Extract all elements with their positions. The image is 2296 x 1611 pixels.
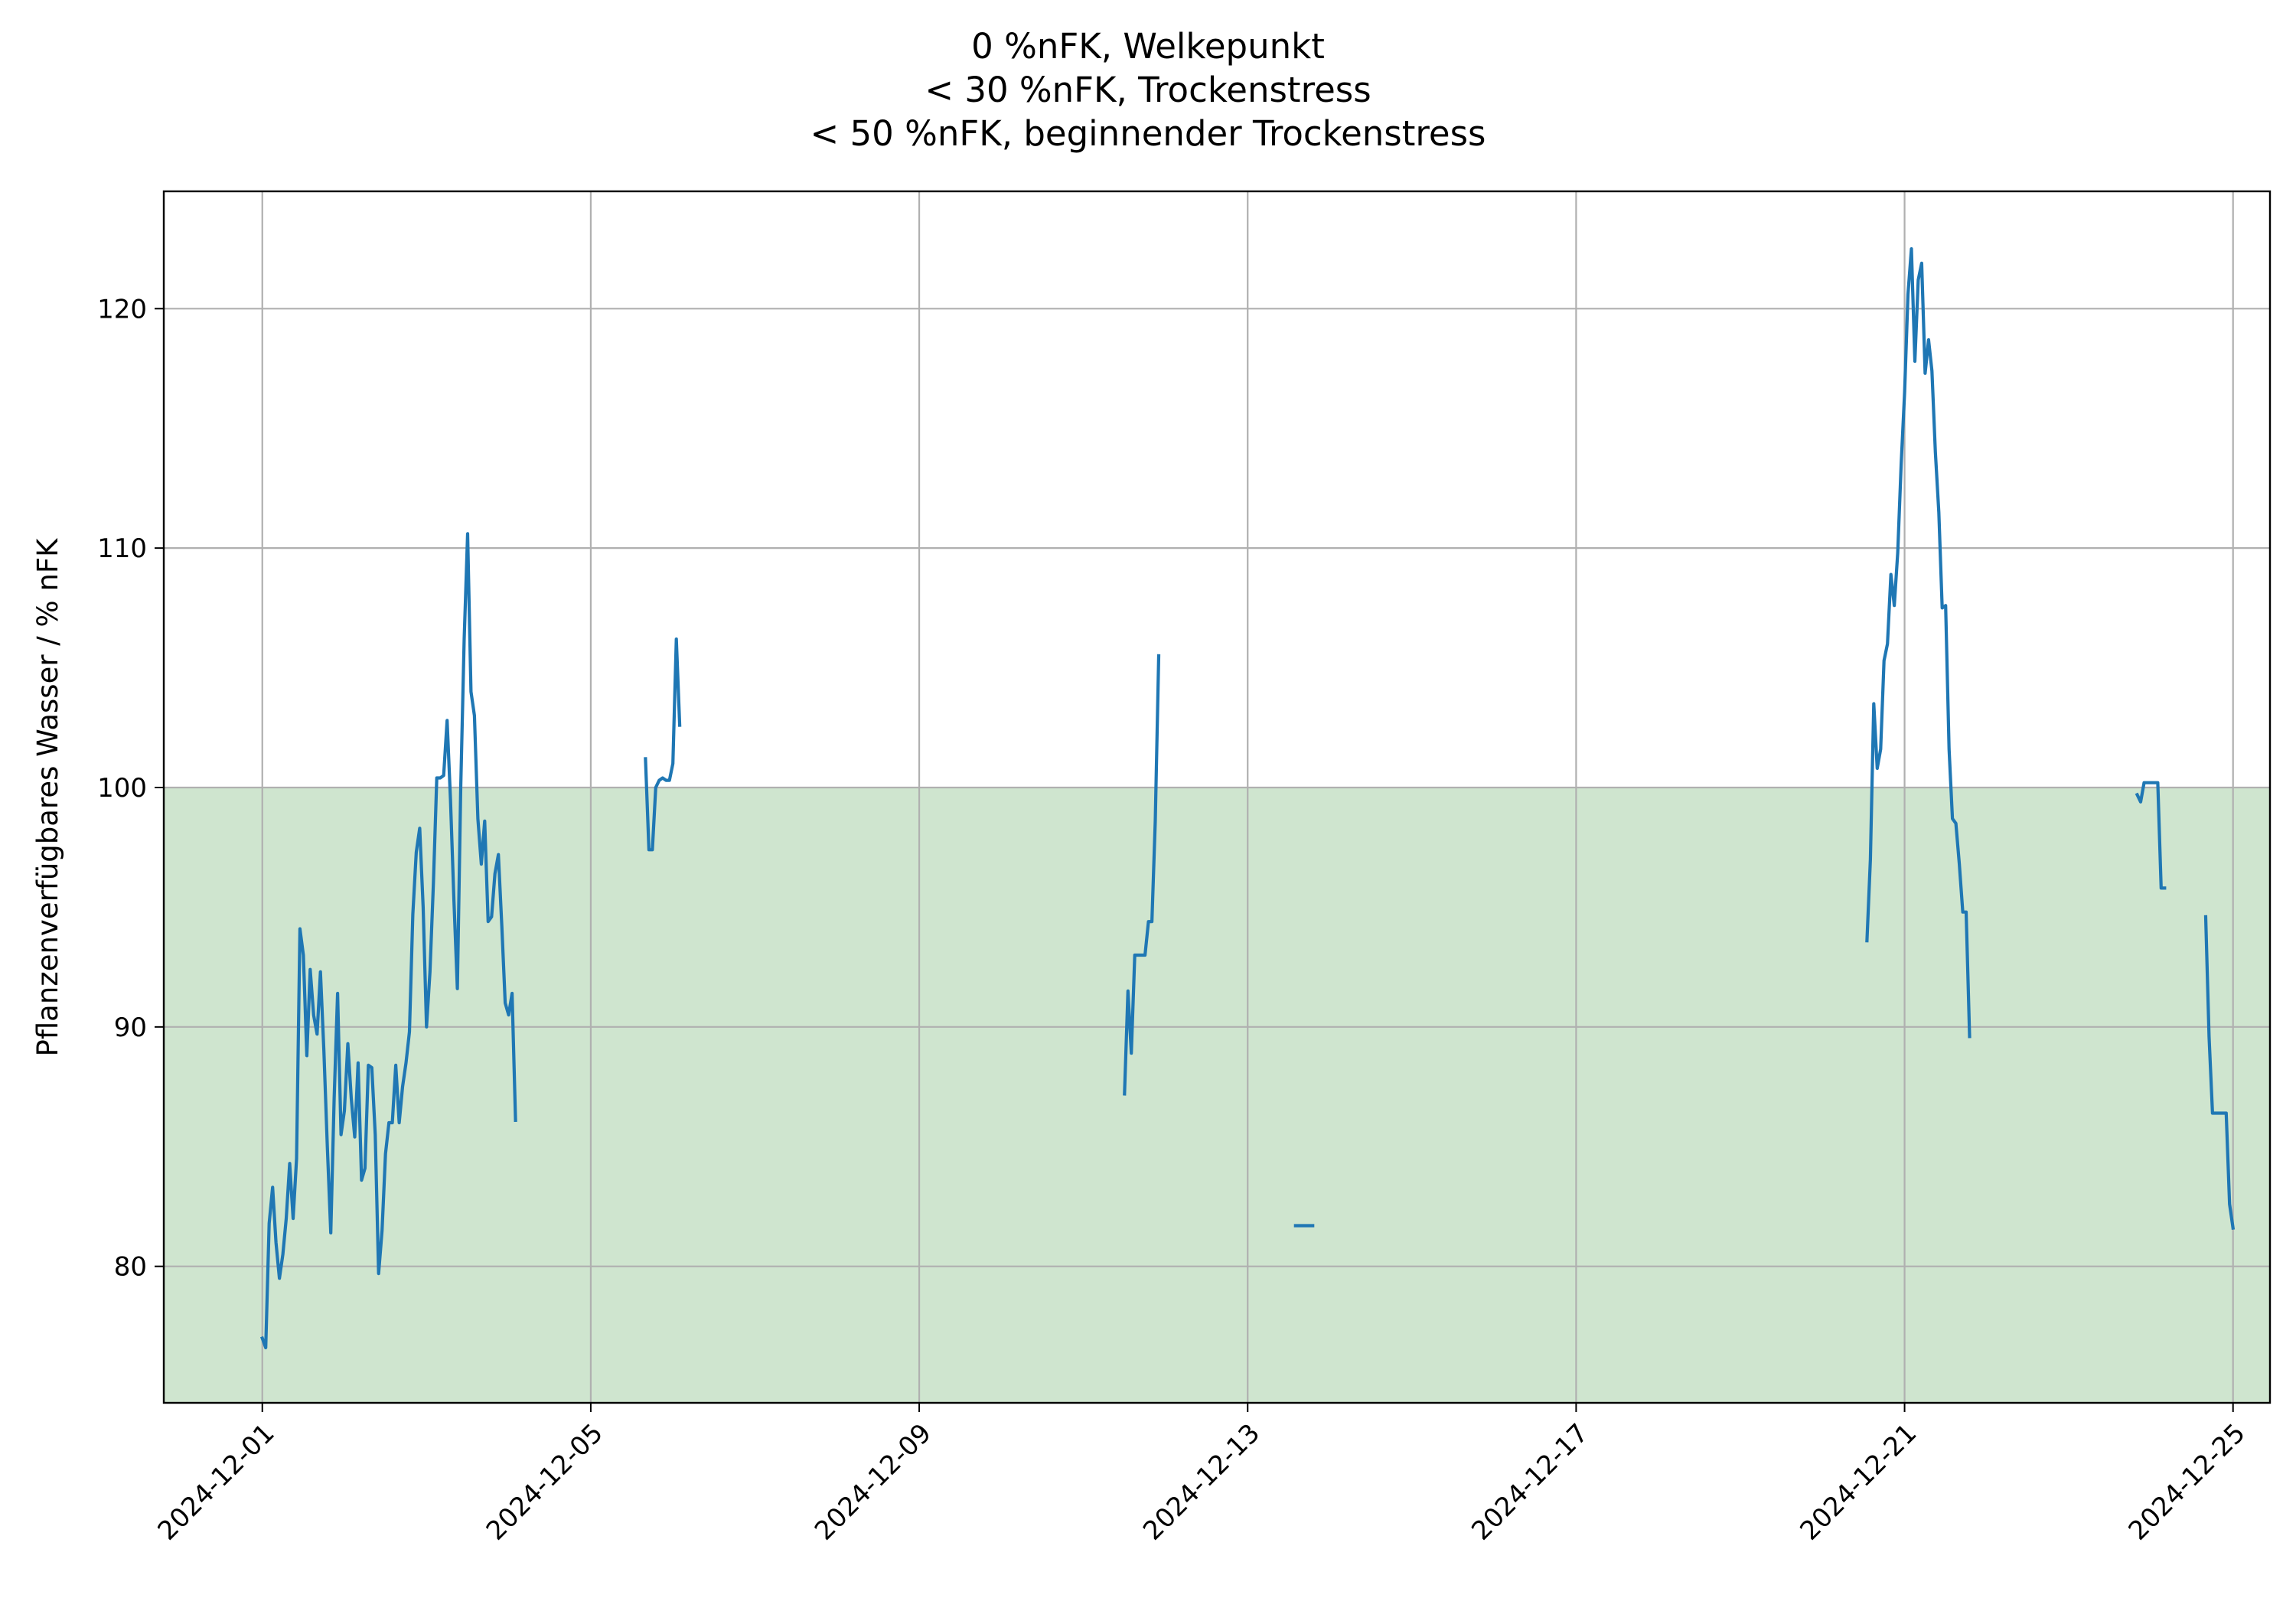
y-axis-ticks: 80 90 100 110 120 — [97, 294, 164, 1283]
y-tick-label: 110 — [97, 533, 147, 564]
plot-frame — [162, 190, 2272, 1404]
threshold-bands — [164, 787, 2270, 1403]
chart-title-line-3: < 50 %nFK, beginnender Trockenstress — [810, 113, 1486, 154]
series-line-segment — [2203, 915, 2236, 1230]
y-tick-label: 120 — [97, 294, 147, 324]
y-axis-label: Pflanzenverfügbares Wasser / % nFK — [31, 537, 64, 1057]
chart-title: 0 %nFK, Welkepunkt < 30 %nFK, Trockenstr… — [810, 26, 1486, 154]
series-line-segment — [260, 532, 517, 1350]
grid-lines — [164, 191, 2270, 1403]
data-series — [260, 247, 2236, 1350]
series-line-segment — [1865, 247, 1971, 1039]
series-line-segment — [2135, 781, 2167, 890]
chart-title-line-2: < 30 %nFK, Trockenstress — [925, 70, 1371, 110]
y-tick-label: 100 — [97, 773, 147, 804]
y-tick-label: 90 — [114, 1013, 147, 1043]
chart-title-line-1: 0 %nFK, Welkepunkt — [971, 26, 1325, 67]
threshold-band-0 — [164, 787, 2270, 1403]
series-line-segment — [1123, 654, 1161, 1096]
series-line-segment — [644, 637, 682, 852]
y-tick-label: 80 — [114, 1252, 147, 1283]
